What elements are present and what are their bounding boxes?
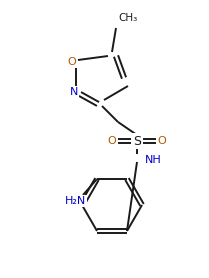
Text: N: N (70, 87, 78, 97)
Text: CH₃: CH₃ (118, 13, 137, 23)
Text: O: O (68, 57, 76, 67)
Text: H₂N: H₂N (64, 196, 86, 206)
Text: O: O (108, 136, 116, 146)
Text: O: O (158, 136, 166, 146)
Text: S: S (133, 135, 141, 148)
Text: NH: NH (145, 155, 162, 165)
